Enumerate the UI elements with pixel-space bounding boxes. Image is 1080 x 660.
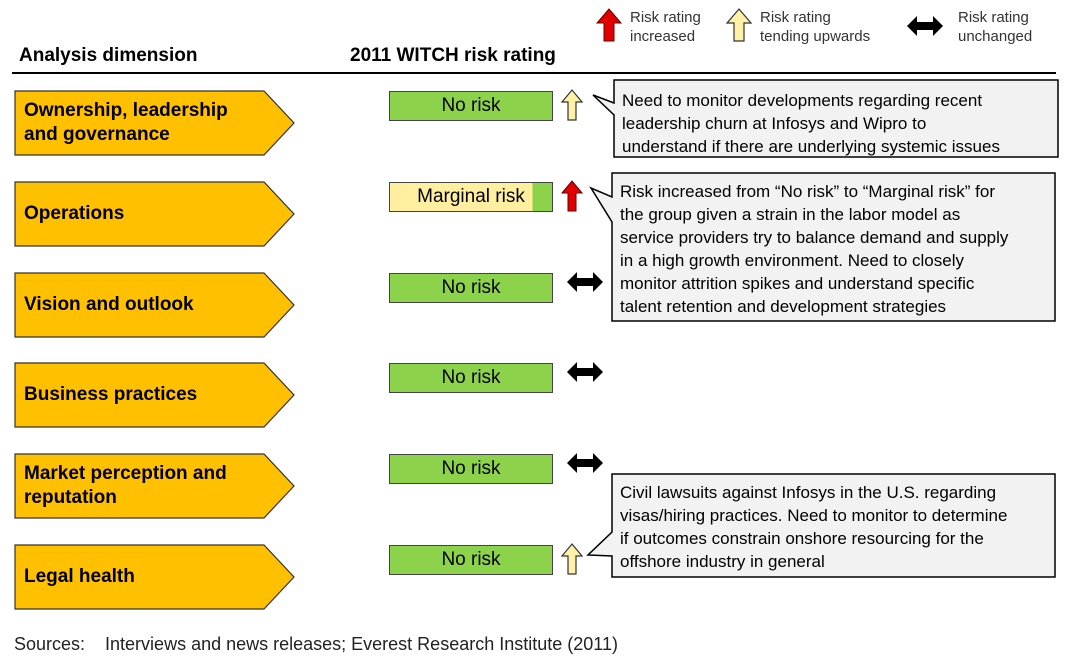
chevron-shape <box>14 181 295 247</box>
red-up-arrow-icon <box>596 8 622 42</box>
dimension-market-perception: Market perception and reputation <box>14 453 295 519</box>
sources-footnote: Sources: Interviews and news releases; E… <box>14 634 618 654</box>
rating-badge-operations: Marginal risk <box>389 182 553 212</box>
rating-badge-business-practices: No risk <box>389 363 553 393</box>
callout-bubble-3 <box>586 473 1056 578</box>
dimension-operations: Operations <box>14 181 295 247</box>
callout-line: monitor attrition spikes and understand … <box>620 274 975 293</box>
header-analysis-dimension: Analysis dimension <box>19 45 198 66</box>
yellow-up-arrow-icon <box>561 543 583 575</box>
black-double-arrow-icon <box>567 362 603 382</box>
dimension-label: Ownership, leadership and governance <box>24 90 269 156</box>
callout-line: Need to monitor developments regarding r… <box>622 91 983 110</box>
callout-line: Civil lawsuits against Infosys in the U.… <box>620 483 997 502</box>
callout-line: Risk increased from “No risk” to “Margin… <box>620 182 996 201</box>
legend-label: Risk rating <box>958 9 1029 26</box>
rating-badge-ownership: No risk <box>389 91 553 121</box>
dimension-ownership: Ownership, leadership and governance <box>14 90 295 156</box>
callout-line: in a high growth environment. Need to cl… <box>620 251 964 270</box>
chevron-shape <box>14 272 295 338</box>
dimension-label-line: reputation <box>24 487 117 508</box>
callout-line: talent retention and development strateg… <box>620 297 947 316</box>
callout-text-legal: Civil lawsuits against Infosys in the U.… <box>620 481 1007 573</box>
black-double-arrow-icon <box>567 453 603 473</box>
legend-label: Risk rating <box>630 9 701 26</box>
dimension-label-line: Ownership, leadership <box>24 100 228 121</box>
dimension-label: Market perception and reputation <box>24 453 269 519</box>
rating-badge-legal-health: No risk <box>389 545 553 575</box>
legend-label: Risk rating <box>760 9 831 26</box>
chevron-shape <box>14 362 295 428</box>
dimension-label: Legal health <box>24 544 269 610</box>
legend-label: unchanged <box>958 28 1033 45</box>
callout-line: leadership churn at Infosys and Wipro to <box>622 114 927 133</box>
callout-line: service providers try to balance demand … <box>620 228 1009 247</box>
callout-text-ownership: Need to monitor developments regarding r… <box>622 89 1000 158</box>
rating-badge-vision: No risk <box>389 273 553 303</box>
chevron-shape <box>14 544 295 610</box>
callout-line: understand if there are underlying syste… <box>622 137 1000 156</box>
black-double-arrow-icon <box>907 16 943 36</box>
dimension-label-line: Operations <box>24 203 125 224</box>
rating-badge-market-perception: No risk <box>389 454 553 484</box>
dimension-label-line: Market perception and <box>24 463 227 484</box>
callout-line: offshore industry in general <box>620 552 825 571</box>
dimension-business-practices: Business practices <box>14 362 295 428</box>
dimension-label-line: Business practices <box>24 384 198 405</box>
black-double-arrow-icon <box>567 272 603 292</box>
dimension-label-line: Legal health <box>24 566 135 587</box>
callout-line: the group given a strain in the labor mo… <box>620 205 961 224</box>
dimension-label-line: Vision and outlook <box>24 294 194 315</box>
callout-bubble-2 <box>589 172 1056 322</box>
dimension-label: Vision and outlook <box>24 272 269 338</box>
callout-bubble-1 <box>592 79 1059 158</box>
chevron-shape <box>14 453 295 519</box>
dimension-label: Operations <box>24 181 269 247</box>
callout-text-operations: Risk increased from “No risk” to “Margin… <box>620 180 1008 318</box>
legend-label: tending upwards <box>760 28 871 45</box>
callout-line: if outcomes constrain onshore resourcing… <box>620 529 984 548</box>
header-divider <box>12 72 1056 74</box>
yellow-up-arrow-icon <box>561 89 583 121</box>
header-risk-rating: 2011 WITCH risk rating <box>350 45 556 66</box>
chevron-shape <box>14 90 295 156</box>
dimension-label: Business practices <box>24 362 269 428</box>
dimension-legal-health: Legal health <box>14 544 295 610</box>
red-up-arrow-icon <box>561 180 583 212</box>
dimension-vision: Vision and outlook <box>14 272 295 338</box>
callout-line: visas/hiring practices. Need to monitor … <box>620 506 1008 525</box>
legend-label: increased <box>630 28 696 45</box>
yellow-up-arrow-icon <box>726 8 752 42</box>
dimension-label-line: and governance <box>24 124 170 145</box>
